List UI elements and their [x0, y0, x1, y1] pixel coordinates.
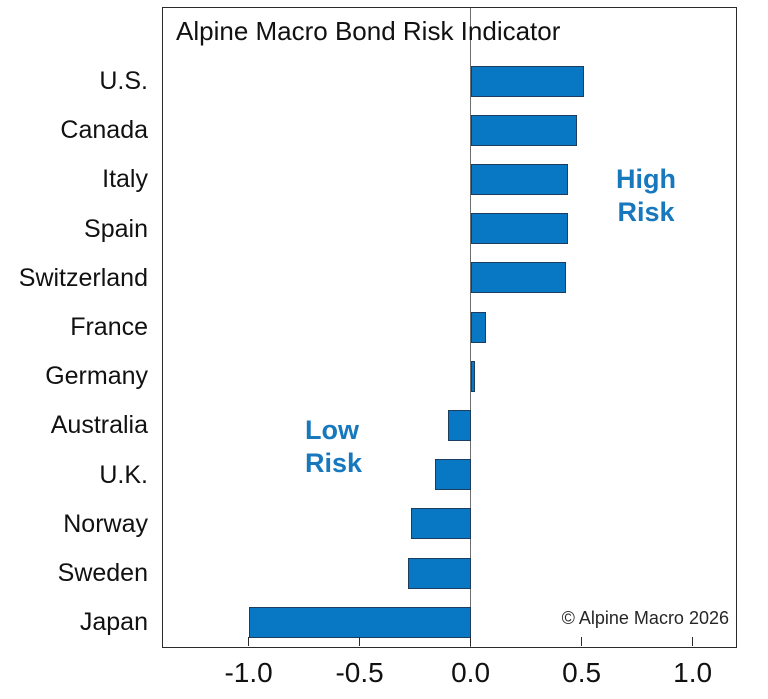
- bar-spain: [470, 213, 569, 245]
- high-risk-line: High: [616, 164, 676, 194]
- category-label-france: France: [70, 313, 148, 341]
- bar-canada: [470, 114, 578, 146]
- x-tick-label: 0.0: [451, 657, 491, 688]
- x-tick-mark: [247, 637, 250, 646]
- category-label-germany: Germany: [45, 362, 148, 391]
- bar-us: [470, 65, 584, 97]
- low-risk-line: Low: [305, 415, 359, 445]
- category-label-uk: U.K.: [99, 460, 148, 489]
- category-label-spain: Spain: [84, 214, 148, 243]
- x-tick-label: -1.0: [224, 657, 273, 688]
- category-label-switzerland: Switzerland: [18, 263, 148, 292]
- high-risk-label: High Risk: [598, 163, 694, 229]
- category-label-australia: Australia: [50, 411, 148, 440]
- category-label-italy: Italy: [102, 165, 148, 194]
- x-tick-mark: [358, 637, 361, 646]
- low-risk-label: Low Risk: [305, 414, 362, 480]
- high-risk-line: Risk: [617, 197, 675, 227]
- chart-title: Alpine Macro Bond Risk Indicator: [176, 16, 561, 46]
- copyright-text: © Alpine Macro 2026: [561, 608, 729, 628]
- category-label-sweden: Sweden: [57, 559, 148, 587]
- bar-sweden: [408, 557, 471, 589]
- bar-switzerland: [470, 262, 567, 294]
- plot-border: [162, 7, 737, 648]
- bar-japan: [248, 606, 471, 638]
- x-tick-mark: [469, 637, 472, 646]
- x-tick-mark: [580, 637, 583, 646]
- bar-australia: [448, 409, 471, 441]
- bar-uk: [435, 459, 471, 491]
- x-tick-label: 1.0: [673, 657, 713, 688]
- bar-italy: [470, 163, 569, 195]
- category-label-japan: Japan: [79, 608, 148, 637]
- low-risk-line: Risk: [305, 448, 363, 478]
- x-tick-mark: [691, 637, 694, 646]
- category-label-us: U.S.: [99, 67, 148, 95]
- bar-germany: [470, 360, 476, 392]
- x-tick-label: 0.5: [562, 657, 602, 688]
- bar-france: [470, 311, 487, 343]
- bar-norway: [410, 508, 471, 540]
- category-label-norway: Norway: [63, 509, 148, 538]
- x-tick-label: -0.5: [335, 657, 384, 688]
- category-label-canada: Canada: [60, 116, 148, 145]
